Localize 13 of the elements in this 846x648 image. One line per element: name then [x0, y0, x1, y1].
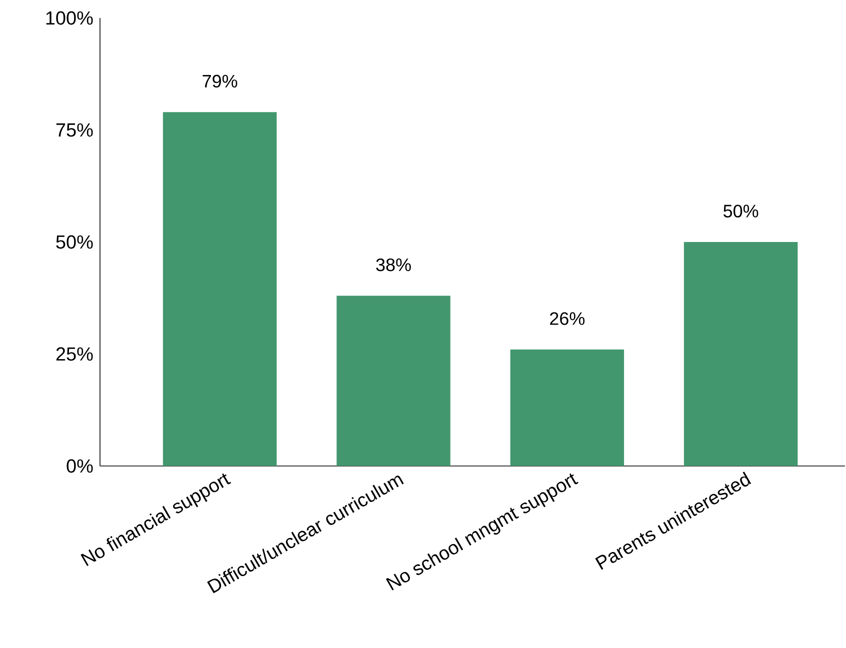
bar: [510, 350, 624, 466]
y-tick-label: 25%: [56, 347, 93, 361]
data-label: 50%: [724, 204, 758, 218]
y-tick-label: 100%: [46, 11, 93, 25]
bar: [336, 296, 450, 466]
data-label: 26%: [550, 312, 585, 325]
y-tick-label: 0%: [66, 459, 93, 473]
data-label: 79%: [202, 74, 238, 88]
bar: [162, 112, 277, 466]
y-tick-label: 75%: [56, 123, 93, 137]
bar: [684, 242, 798, 466]
y-tick-label: 50%: [56, 235, 93, 249]
data-label: 38%: [376, 258, 411, 272]
